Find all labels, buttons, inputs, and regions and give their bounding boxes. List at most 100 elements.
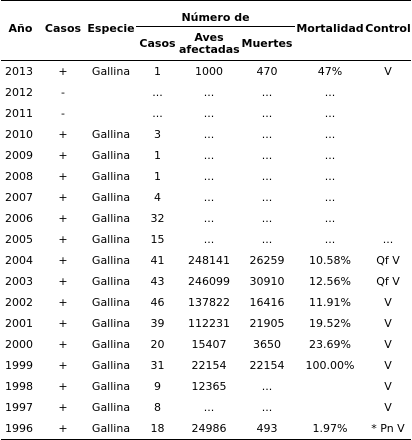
cell-aves: ... [203,128,215,141]
header-especie: Especie [86,0,136,61]
cell-control [365,145,411,166]
cell-casos: + [58,128,68,141]
cell-mortalidad: ... [324,128,336,141]
cell-especie: Gallina [91,212,131,225]
cell-ano: 1997 [5,401,33,414]
cell-casos: + [58,275,68,288]
cell-control [365,187,411,208]
cell-ano: 1999 [5,359,33,372]
cell-casos: + [58,401,68,414]
cell-muertes: ... [261,170,273,183]
cell-control [365,166,411,187]
cell-especie [86,82,136,103]
cell-ano: 1998 [5,380,33,393]
cell-especie: Gallina [91,359,131,372]
cell-control [365,82,411,103]
cell-aves: ... [203,401,215,414]
cell-casos: + [58,338,68,351]
table-row: 2003 + Gallina 43 246099 30910 12.56% Qf… [1,271,411,292]
cell-control [365,124,411,145]
cell-aves: 24986 [179,418,239,440]
cell-control: V [384,338,392,351]
table-row: 2001 + Gallina 39 112231 21905 19.52% V [1,313,411,334]
cell-aves: ... [203,212,215,225]
cell-especie: Gallina [91,149,131,162]
cell-especie: Gallina [91,254,131,267]
cell-muertes: ... [261,380,273,393]
cell-casos: + [58,380,68,393]
cell-muertes: ... [261,107,273,120]
header-num-casos: Casos [136,26,179,61]
cell-control: V [384,380,392,393]
table-row: 2010 + Gallina 3 ... ... ... [1,124,411,145]
cell-casos: + [58,359,68,372]
header-casos: Casos [40,0,86,61]
cell-especie: Gallina [91,65,131,78]
cell-especie: Gallina [91,128,131,141]
cell-num-casos: 15 [150,233,165,246]
table-row: 2007 + Gallina 4 ... ... ... [1,187,411,208]
header-group-numero-de: Número de [136,0,295,27]
cell-num-casos: 3 [154,128,161,141]
cell-ano: 2008 [5,170,33,183]
cell-muertes: 16416 [249,296,285,309]
cell-aves: ... [203,170,215,183]
cell-muertes: ... [261,212,273,225]
table-row: 2005 + Gallina 15 ... ... ... ... [1,229,411,250]
table-body: 2013 + Gallina 1 1000 470 47% V 2012 - .… [1,61,411,440]
cell-muertes: ... [261,86,273,99]
cell-num-casos: 4 [154,191,161,204]
cell-control: V [384,65,392,78]
cell-num-casos: 32 [150,212,165,225]
cell-casos: + [58,212,68,225]
cell-especie: Gallina [91,380,131,393]
cell-aves: ... [203,107,215,120]
cell-especie: Gallina [91,233,131,246]
table-row: 2012 - ... ... ... ... [1,82,411,103]
cell-especie: Gallina [91,296,131,309]
cell-num-casos: ... [152,107,163,120]
cell-muertes: ... [261,128,273,141]
cell-ano: 2009 [5,149,33,162]
cell-aves: 22154 [191,359,227,372]
cell-muertes: ... [261,191,273,204]
cell-muertes: 21905 [249,317,285,330]
cell-especie [86,103,136,124]
cell-mortalidad: 47% [317,65,343,78]
cell-num-casos: 20 [150,338,165,351]
cell-aves: ... [203,149,215,162]
cell-control: V [384,296,392,309]
cell-muertes: 26259 [249,254,285,267]
cell-especie: Gallina [91,338,131,351]
table-row: 2009 + Gallina 1 ... ... ... [1,145,411,166]
cell-aves: ... [203,86,215,99]
table-row: 1997 + Gallina 8 ... ... V [1,397,411,418]
cell-mortalidad: 11.91% [309,296,351,309]
cell-num-casos: 41 [150,254,165,267]
cell-muertes: 30910 [249,275,285,288]
header-control: Control [365,0,411,61]
cell-control: * Pn V [365,418,411,440]
cell-mortalidad: 100.00% [305,359,355,372]
cell-muertes: ... [261,233,273,246]
cell-mortalidad: 12.56% [309,275,351,288]
cell-ano: 2004 [5,254,33,267]
table-header: Año Casos Especie Número de Mortalidad C… [1,0,411,61]
cell-mortalidad: ... [324,107,336,120]
cell-control [365,103,411,124]
cell-control [365,208,411,229]
cell-num-casos: 1 [154,65,161,78]
cell-control: V [384,317,392,330]
table-row: 2004 + Gallina 41 248141 26259 10.58% Qf… [1,250,411,271]
cell-casos: - [61,86,65,99]
cell-especie: Gallina [86,418,136,440]
cell-ano: 2006 [5,212,33,225]
cell-ano: 1996 [1,418,40,440]
cell-aves: 112231 [188,317,230,330]
cell-ano: 2010 [5,128,33,141]
cell-casos: + [40,418,86,440]
cell-num-casos: 31 [150,359,165,372]
table-row: 2013 + Gallina 1 1000 470 47% V [1,61,411,83]
